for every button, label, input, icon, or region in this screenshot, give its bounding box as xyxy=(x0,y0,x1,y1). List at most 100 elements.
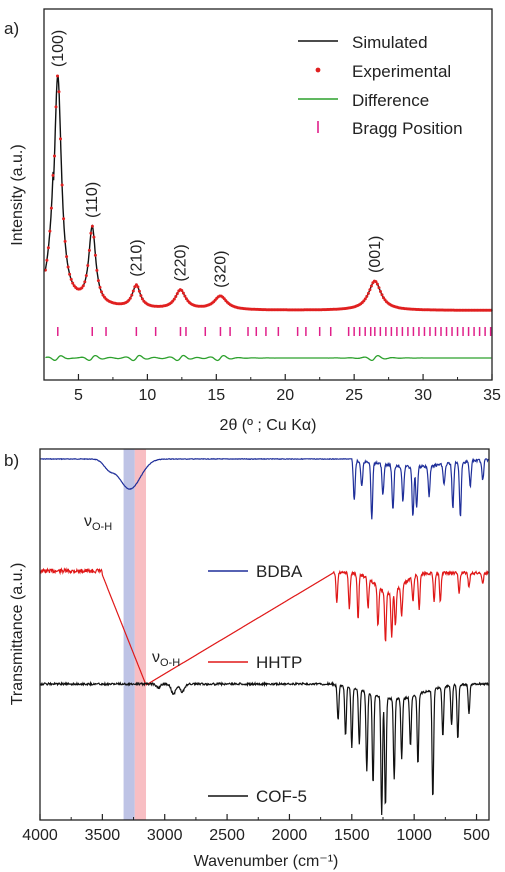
experimental-point xyxy=(101,293,105,297)
experimental-point xyxy=(81,284,85,288)
x-tick-label: 25 xyxy=(345,387,363,404)
panel-b-x-axis: 4000 3500 3000 2500 2000 1500 1000 500 xyxy=(22,814,490,844)
panel-a-label: a) xyxy=(4,19,19,38)
legend-experimental: Experimental xyxy=(352,62,451,81)
experimental-point xyxy=(131,289,135,293)
panel-b-series-labels: BDBA HHTP COF-5 xyxy=(208,562,307,806)
experimental-point xyxy=(87,248,91,252)
peak-label: (210) xyxy=(128,239,145,276)
x-tick-label: 2500 xyxy=(209,827,245,844)
peak-label: (100) xyxy=(50,30,67,67)
x-tick-label: 1000 xyxy=(396,827,432,844)
oh-band xyxy=(123,449,135,820)
experimental-point xyxy=(379,290,382,293)
oh-band xyxy=(134,449,147,820)
panel-a-xlabel: 2θ (º ; Cu Kα) xyxy=(220,417,317,434)
experimental-point xyxy=(57,90,61,94)
experimental-point xyxy=(49,206,53,210)
panel-a-plot xyxy=(43,74,493,362)
peak-labels: (100) (110) (210) (220) (320) (001) xyxy=(50,30,384,288)
experimental-point xyxy=(56,74,59,78)
experimental-point xyxy=(46,246,50,250)
panel-a-ylabel: Intensity (a.u.) xyxy=(9,144,26,245)
experimental-point xyxy=(92,235,96,239)
x-tick-label: 30 xyxy=(414,387,432,404)
experimental-point xyxy=(100,290,103,294)
peak-label: (001) xyxy=(367,236,384,273)
oh-annotation-hhtp: νO-H xyxy=(152,649,180,669)
label-hhtp: HHTP xyxy=(256,653,302,672)
experimental-point xyxy=(127,298,131,302)
oh-stretch-bands xyxy=(123,449,147,820)
label-bdba: BDBA xyxy=(256,562,303,581)
experimental-point xyxy=(139,294,143,298)
panel-b-xlabel: Wavenumber (cm⁻¹) xyxy=(194,853,339,870)
experimental-point xyxy=(66,265,70,269)
panel-b-frame xyxy=(39,448,490,821)
panel-a-x-axis: 5 10 15 20 25 30 35 xyxy=(43,374,501,404)
experimental-point xyxy=(95,268,99,272)
bdba-line xyxy=(40,457,490,520)
experimental-point xyxy=(380,293,384,297)
experimental-point xyxy=(71,281,75,285)
x-tick-label: 500 xyxy=(463,827,490,844)
experimental-point xyxy=(377,286,381,290)
experimental-point xyxy=(53,154,56,158)
experimental-point xyxy=(62,217,66,221)
experimental-point xyxy=(140,297,144,301)
experimental-point xyxy=(80,286,84,290)
experimental-point xyxy=(181,291,185,295)
simulated-line xyxy=(44,75,492,311)
experimental-point xyxy=(83,280,87,284)
experimental-points xyxy=(43,74,493,312)
experimental-point xyxy=(68,272,72,276)
legend-difference: Difference xyxy=(352,91,429,110)
experimental-point xyxy=(48,229,52,233)
experimental-point xyxy=(60,183,64,187)
bragg-ticks xyxy=(57,327,492,336)
experimental-point xyxy=(130,293,134,297)
experimental-point xyxy=(63,239,67,243)
experimental-point xyxy=(89,231,93,235)
experimental-point xyxy=(128,296,132,300)
experimental-point xyxy=(136,285,140,289)
x-tick-label: 35 xyxy=(483,387,501,404)
experimental-point xyxy=(180,289,184,292)
experimental-point xyxy=(382,296,385,300)
experimental-point xyxy=(183,294,187,298)
experimental-point xyxy=(174,295,178,298)
experimental-point xyxy=(45,258,49,262)
panel-b-plot xyxy=(39,457,490,816)
panel-b-ylabel: Transmittance (a.u.) xyxy=(9,563,26,706)
experimental-point xyxy=(86,264,90,267)
x-tick-label: 2000 xyxy=(272,827,308,844)
x-tick-label: 5 xyxy=(74,387,83,404)
experimental-point xyxy=(175,292,179,296)
experimental-point xyxy=(59,137,62,141)
x-tick-label: 20 xyxy=(276,387,294,404)
experimental-point xyxy=(65,255,69,259)
legend-experimental-swatch xyxy=(315,67,321,73)
experimental-point xyxy=(172,297,176,301)
label-cof5: COF-5 xyxy=(256,787,307,806)
experimental-point xyxy=(369,284,373,288)
panel-b-label: b) xyxy=(4,451,19,470)
legend-simulated: Simulated xyxy=(352,33,428,52)
experimental-point xyxy=(366,291,370,295)
panel-a-legend: Simulated Experimental Difference Bragg … xyxy=(298,33,463,138)
experimental-point xyxy=(184,297,188,301)
x-tick-label: 10 xyxy=(138,387,156,404)
x-tick-label: 4000 xyxy=(22,827,58,844)
legend-bragg: Bragg Position xyxy=(352,119,463,138)
experimental-point xyxy=(171,299,175,303)
peak-label: (320) xyxy=(212,251,229,288)
x-tick-label: 3500 xyxy=(85,827,121,844)
peak-label: (110) xyxy=(84,182,101,218)
experimental-point xyxy=(137,289,141,293)
experimental-point xyxy=(374,280,378,284)
x-tick-label: 3000 xyxy=(147,827,183,844)
experimental-point xyxy=(365,294,369,298)
peak-label: (220) xyxy=(173,244,190,281)
experimental-point xyxy=(375,282,379,286)
